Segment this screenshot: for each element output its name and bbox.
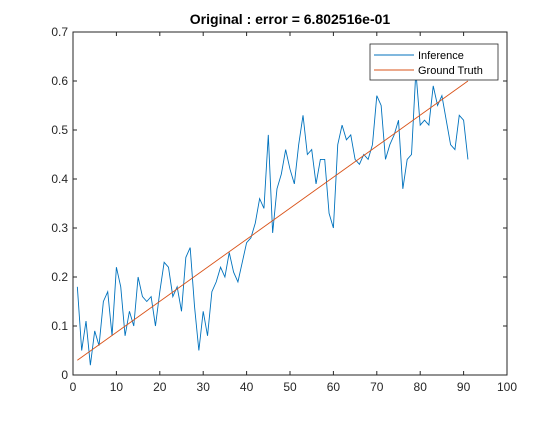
series-line-1: [77, 80, 469, 361]
y-tick-label: 0: [61, 368, 68, 382]
y-tick-label: 0.1: [51, 319, 68, 333]
plot-area: [73, 32, 507, 375]
legend-box: [369, 43, 499, 81]
y-tick-label: 0.6: [51, 74, 68, 88]
y-tick-label: 0.3: [51, 221, 68, 235]
x-tick-label: 30: [197, 380, 211, 394]
chart-title: Original : error = 6.802516e-01: [190, 11, 391, 27]
axes-layer: 0 10 20 30 40 50 60 70 80 90 100 0 0.1 0.2 0.3 0.4 0.5 0.…: [51, 25, 517, 394]
legend-label-1: Ground Truth: [418, 65, 483, 77]
legend-label-0: Inference: [418, 50, 464, 62]
x-tick-label: 100: [497, 380, 517, 394]
x-tick-label: 90: [457, 380, 471, 394]
x-tick-label: 20: [153, 380, 167, 394]
x-tick-label: 0: [70, 380, 77, 394]
y-tick-label: 0.4: [51, 172, 68, 186]
series-layer: [76, 71, 469, 366]
x-tick-label: 60: [327, 380, 341, 394]
y-tick-label: 0.7: [51, 25, 68, 39]
y-tick-label: 0.5: [51, 123, 68, 137]
x-tick-label: 70: [370, 380, 384, 394]
y-tick-label: 0.2: [51, 270, 68, 284]
legend: Inference Ground Truth: [369, 43, 499, 81]
x-tick-label: 40: [240, 380, 254, 394]
x-tick-label: 10: [110, 380, 124, 394]
series-line-0: [76, 71, 469, 366]
x-tick-label: 80: [414, 380, 428, 394]
x-tick-label: 50: [283, 380, 297, 394]
